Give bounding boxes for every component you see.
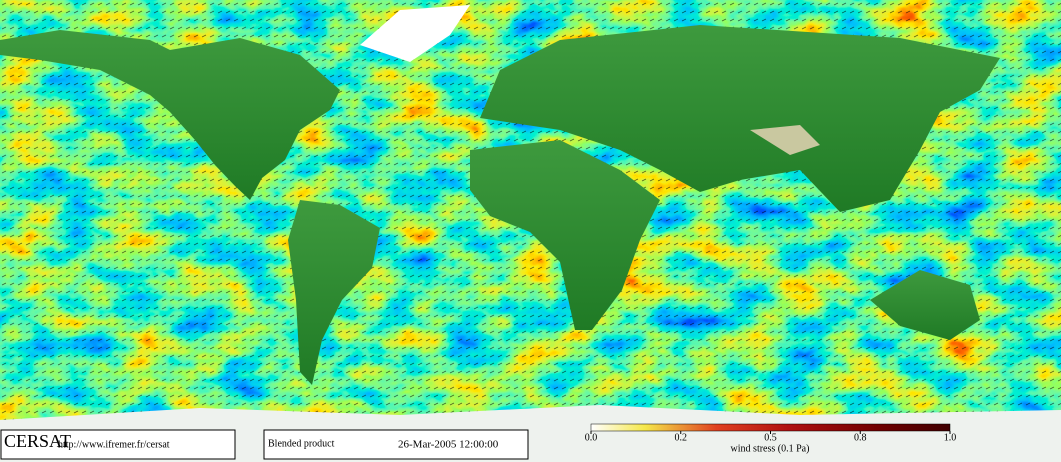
logo: CERSAT [4,431,71,451]
south-america [288,200,380,385]
colorbar [590,423,951,432]
product-box [263,429,529,460]
logo-box [0,429,236,460]
tibet [750,125,820,155]
product: Blended product [268,438,335,449]
date: 26-Mar-2005 12:00:00 [398,439,499,451]
colorbar-tick-label: 1.0 [944,432,957,443]
africa [470,140,660,330]
australia [870,270,980,340]
north-america [0,30,340,200]
eurasia [480,25,1000,212]
greenland [360,5,470,62]
colorbar-tick-label: 0.2 [675,432,688,443]
colorbar-tick-label: 0.5 [764,432,777,443]
url: http://www.ifremer.fr/cersat [58,439,170,450]
colorbar-tick-label: 0.8 [854,432,867,443]
colorbar-tick-label: 0.0 [585,432,598,443]
continents [0,5,1061,462]
colorbar-label: wind stress (0.1 Pa) [731,443,810,454]
colorbar-ticks: 0.0 0.2 0.5 0.8 1.0 [585,431,957,443]
